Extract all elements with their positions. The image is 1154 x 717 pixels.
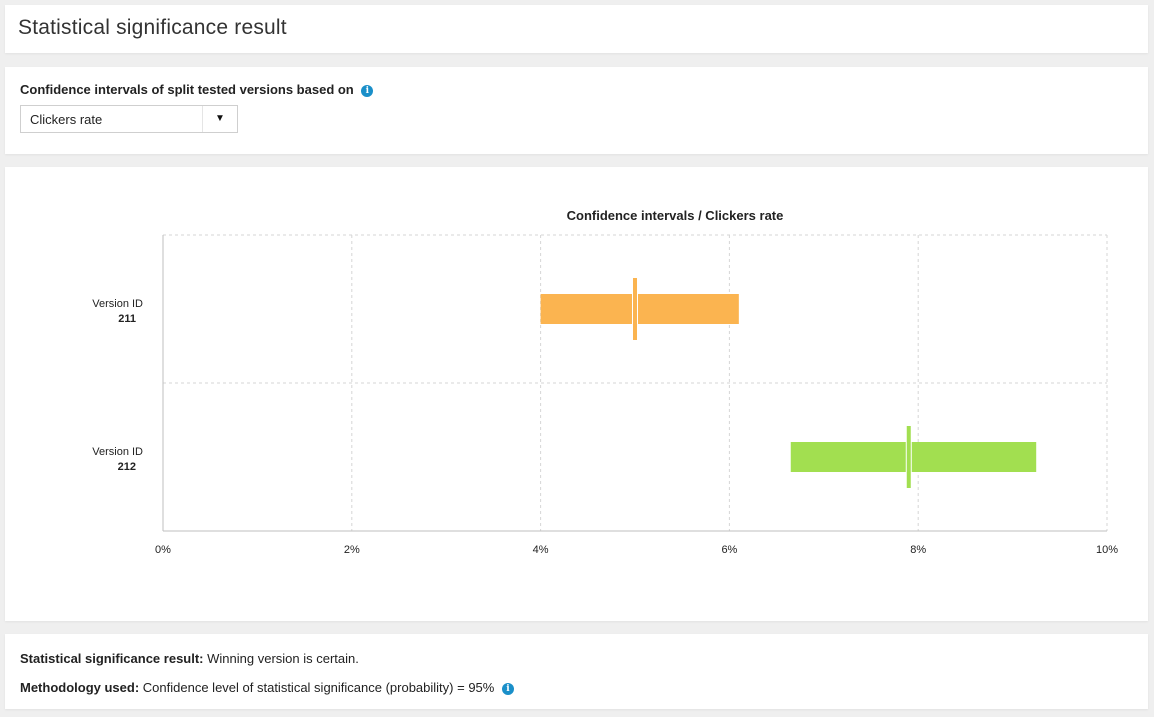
- selector-label: Confidence intervals of split tested ver…: [20, 82, 354, 97]
- chart-panel: Confidence intervals / Clickers rate 0% 2%…: [5, 167, 1148, 621]
- y-label-version: Version ID: [92, 298, 143, 310]
- y-label-version: Version ID: [92, 446, 143, 458]
- title-panel: Statistical significance result: [5, 5, 1148, 53]
- methodology-label: Methodology used:: [20, 680, 140, 695]
- selector-panel: Confidence intervals of split tested ver…: [5, 67, 1148, 154]
- page-title: Statistical significance result: [18, 16, 287, 39]
- result-label: Statistical significance result:: [20, 651, 204, 666]
- y-label-id: 212: [118, 461, 136, 473]
- interval-bar: [540, 294, 739, 324]
- point-marker: [633, 278, 637, 340]
- x-tick-label: 8%: [910, 544, 926, 556]
- methodology-info-icon[interactable]: i: [501, 683, 514, 695]
- x-tick-label: 2%: [344, 544, 360, 556]
- selector-label-row: Confidence intervals of split tested ver…: [20, 82, 374, 97]
- x-tick-label: 6%: [721, 544, 737, 556]
- result-value: Winning version is certain.: [207, 651, 359, 666]
- point-marker: [906, 426, 911, 488]
- confidence-interval-chart: Confidence intervals / Clickers rate 0% 2%…: [92, 208, 1118, 556]
- x-tick-label: 4%: [533, 544, 549, 556]
- summary-panel: Statistical significance result: Winning…: [5, 634, 1148, 709]
- dropdown-arrow-icon[interactable]: ▼: [202, 106, 237, 132]
- methodology-line: Methodology used: Confidence level of st…: [20, 680, 514, 695]
- info-icon[interactable]: i: [361, 85, 374, 97]
- metric-select-value: Clickers rate: [30, 112, 103, 127]
- x-tick-label: 0%: [155, 544, 171, 556]
- methodology-value: Confidence level of statistical signific…: [142, 680, 495, 695]
- result-line: Statistical significance result: Winning…: [20, 651, 359, 666]
- x-tick-label: 10%: [1096, 544, 1118, 556]
- interval-bar: [790, 442, 1037, 472]
- y-label-id: 211: [118, 313, 136, 325]
- chart-title: Confidence intervals / Clickers rate: [567, 208, 784, 223]
- metric-select[interactable]: Clickers rate ▼: [20, 105, 238, 133]
